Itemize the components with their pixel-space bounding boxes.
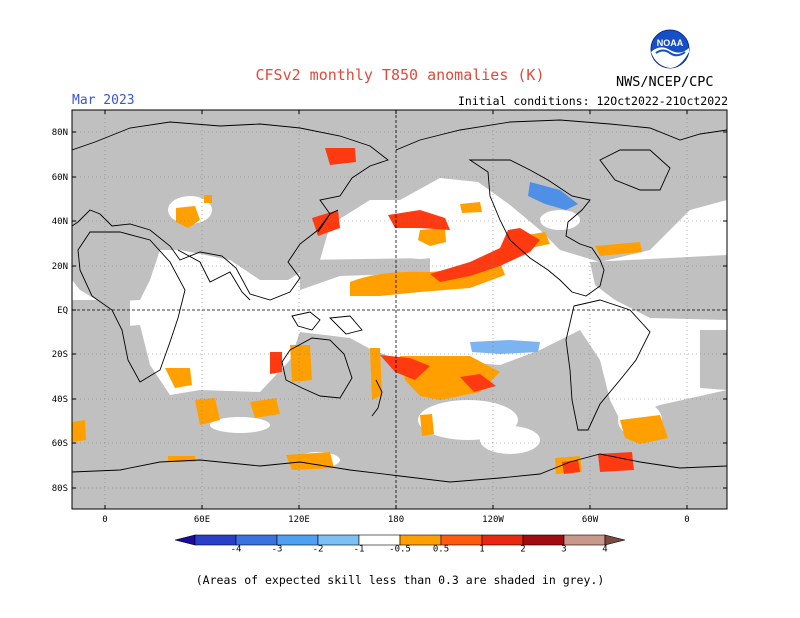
colorbar-swatch [563,534,606,546]
colorbar-swatch [481,534,524,546]
lat-tick-label: 80S [52,484,68,494]
lon-tick-label: 60W [582,515,599,525]
longitude-axis: 0 60E 120E 180 120W 60W 0 [102,110,690,525]
latitude-axis: 80N 60N 40N 20N EQ 20S 40S 60S 80S [52,128,727,494]
chart-title: CFSv2 monthly T850 anomalies (K) [255,66,545,84]
lon-tick-label: 0 [102,515,107,525]
colorbar-swatch [317,534,360,546]
lat-tick-label: 20N [52,262,68,272]
anomaly-warm-1-2 [270,148,634,474]
colorbar-label: -4 [231,545,242,555]
map-plot-area [72,110,727,509]
noaa-logo-text: NOAA [657,38,684,48]
colorbar-swatch [604,534,626,546]
colorbar-label: 1 [479,545,484,555]
colorbar-swatch [358,534,401,546]
colorbar-label: -0.5 [389,545,411,555]
lat-tick-label: 80N [52,128,68,138]
colorbar-swatch [399,534,442,546]
colorbar-label: 0.5 [433,545,449,555]
noaa-logo: NOAA [650,29,690,69]
colorbar-label: 3 [561,545,566,555]
lon-tick-label: 120W [482,515,504,525]
colorbar-label: -3 [272,545,283,555]
lat-tick-label: 40N [52,217,68,227]
lat-tick-label: 40S [52,395,68,405]
colorbar-swatch [522,534,565,546]
colorbar-swatch [235,534,278,546]
anomaly-cool [470,182,578,354]
lat-tick-label: EQ [57,306,68,316]
lon-tick-label: 60E [194,515,210,525]
colorbar-label: -1 [354,545,365,555]
colorbar: -4 -3 -2 -1 -0.5 0.5 1 2 3 4 [174,534,626,555]
forecast-month: Mar 2023 [72,93,135,108]
lon-tick-label: 120E [288,515,310,525]
colorbar-swatch [440,534,483,546]
lon-tick-label: 180 [388,515,404,525]
coastlines [72,119,727,483]
lat-tick-label: 60S [52,439,68,449]
colorbar-label: 4 [602,545,607,555]
lat-tick-label: 60N [52,173,68,183]
agency-label: NWS/NCEP/CPC [616,74,714,90]
lat-tick-label: 20S [52,350,68,360]
colorbar-swatch [276,534,319,546]
colorbar-swatch [174,534,196,546]
colorbar-label: -2 [313,545,324,555]
initial-conditions: Initial conditions: 12Oct2022-21Oct2022 [457,94,728,108]
reference-lines [72,110,727,509]
skill-footnote: (Areas of expected skill less than 0.3 a… [195,573,605,587]
grid-lines [72,110,727,509]
lon-tick-label: 0 [684,515,689,525]
colorbar-swatch [194,534,237,546]
colorbar-label: 2 [520,545,525,555]
